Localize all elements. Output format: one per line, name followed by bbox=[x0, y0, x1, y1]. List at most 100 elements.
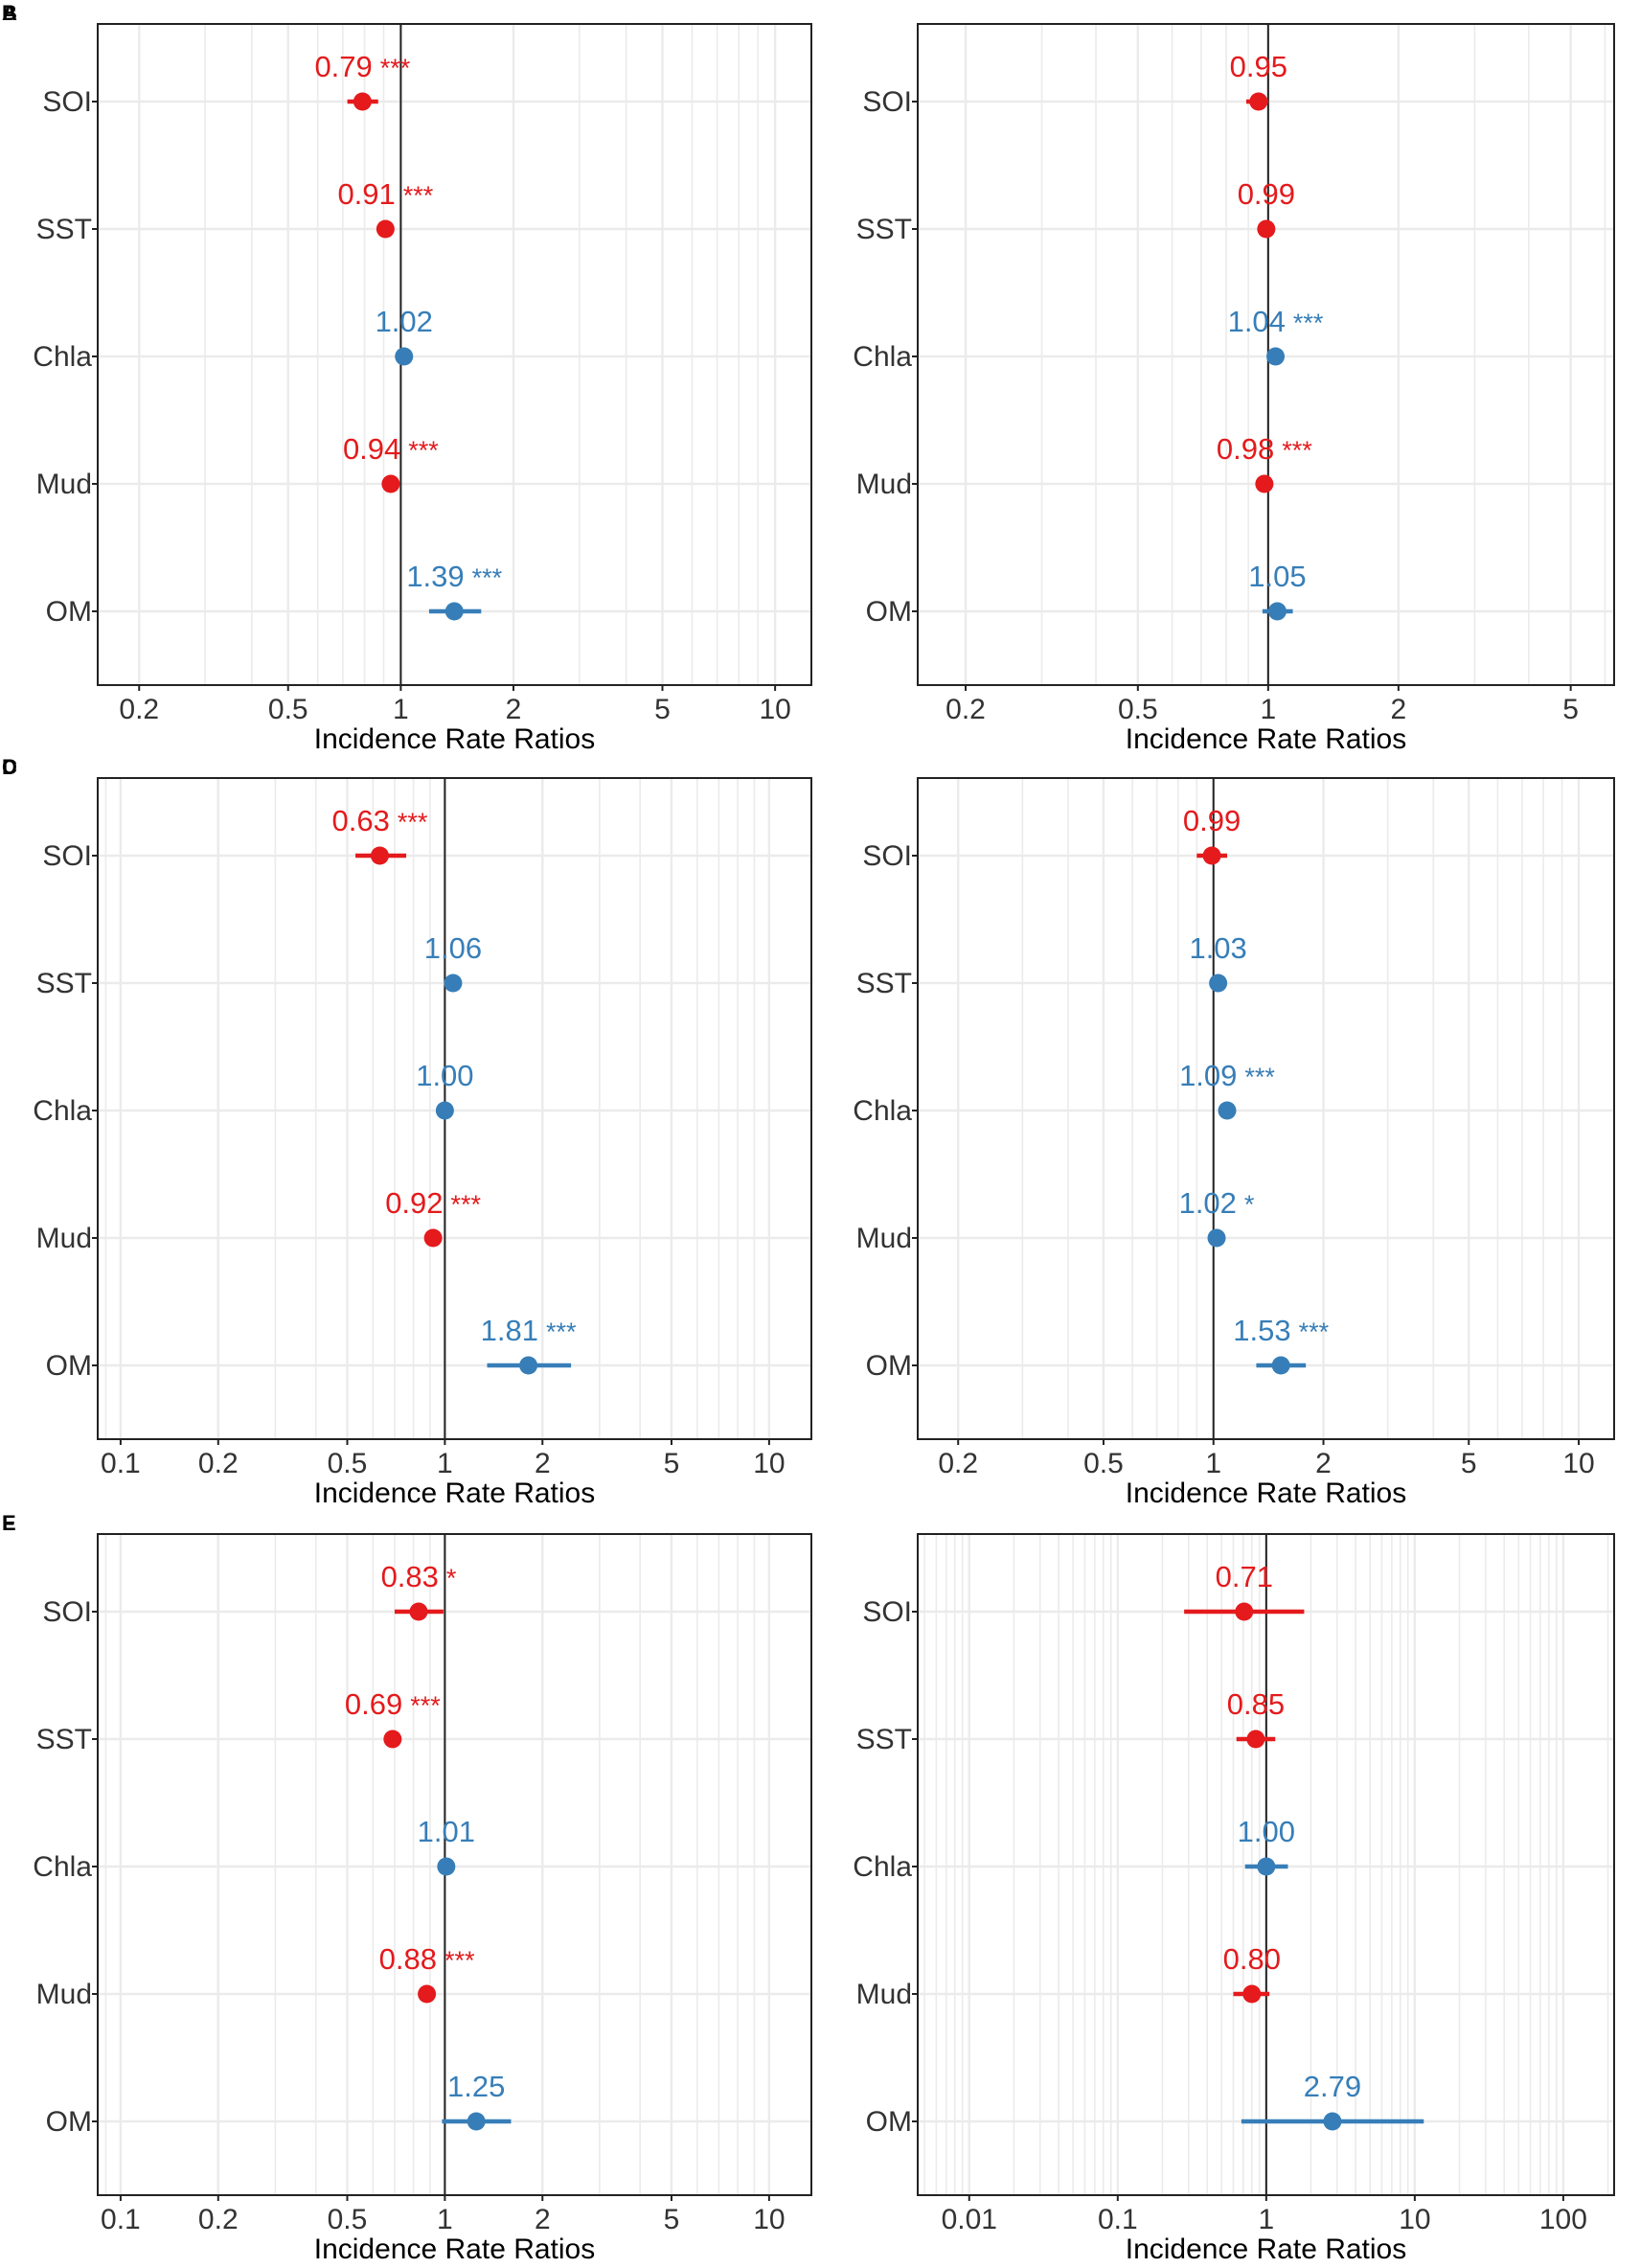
estimate-value: 1.02 bbox=[1179, 1186, 1237, 1220]
estimate-label: 0.85 bbox=[1227, 1687, 1285, 1721]
panel-frame bbox=[97, 1533, 812, 2196]
estimate-value: 0.98 bbox=[1217, 432, 1274, 466]
y-tick-label: Mud bbox=[856, 469, 912, 500]
estimate-value: 0.99 bbox=[1238, 177, 1295, 211]
panel-e: E SOI SST Chla Mud OM 0.1 0.2 0.5 1 2 5 10 Incidence … bbox=[2, 1511, 812, 2265]
x-tick-label: 0.5 bbox=[328, 1448, 368, 1479]
estimate-value: 2.79 bbox=[1304, 2070, 1361, 2103]
estimate-point bbox=[381, 474, 400, 493]
x-tick-label: 100 bbox=[1539, 2204, 1587, 2235]
x-axis-title: Incidence Rate Ratios bbox=[1126, 723, 1407, 755]
significance-stars: *** bbox=[546, 1317, 577, 1346]
x-tick-label: 1 bbox=[393, 694, 409, 725]
y-tick-label: SOI bbox=[862, 1596, 912, 1628]
x-tick-label: 1 bbox=[437, 1448, 453, 1479]
estimate-value: 0.99 bbox=[1183, 804, 1241, 837]
panel-label: E bbox=[2, 1511, 16, 1535]
estimate-point bbox=[395, 347, 414, 366]
estimate-point bbox=[1209, 974, 1228, 993]
panel-b: B SOI SST Chla Mud OM 0.2 0.5 1 2 5 Incidence Rate … bbox=[2, 1, 1615, 755]
y-tick-label: SST bbox=[856, 1724, 912, 1755]
estimate-label: 0.99 bbox=[1183, 804, 1241, 837]
estimate-point bbox=[435, 1101, 454, 1120]
estimate-label: 0.83 * bbox=[381, 1560, 457, 1593]
estimate-point bbox=[1242, 1984, 1262, 2004]
estimate-label: 0.71 bbox=[1216, 1560, 1273, 1593]
panel-label: C bbox=[2, 755, 17, 779]
y-tick-label: Chla bbox=[853, 1851, 912, 1883]
estimate-point bbox=[1257, 219, 1276, 239]
x-tick-label: 0.1 bbox=[101, 1448, 141, 1479]
significance-stars: *** bbox=[451, 1190, 482, 1219]
significance-stars: *** bbox=[1244, 1063, 1275, 1091]
estimate-value: 1.00 bbox=[1238, 1815, 1295, 1848]
y-tick-label: Chla bbox=[853, 1095, 912, 1127]
estimate-value: 1.06 bbox=[424, 931, 482, 965]
panel-label: A bbox=[2, 1, 17, 25]
y-tick-label: SOI bbox=[42, 86, 92, 118]
estimate-value: 1.81 bbox=[481, 1314, 538, 1347]
x-tick-label: 5 bbox=[1461, 1448, 1477, 1479]
significance-stars: *** bbox=[444, 1946, 475, 1975]
estimate-label: 1.25 bbox=[447, 2070, 505, 2103]
x-tick-label: 5 bbox=[654, 694, 671, 725]
estimate-value: 0.85 bbox=[1227, 1687, 1285, 1721]
estimate-value: 1.01 bbox=[418, 1815, 475, 1848]
y-tick-label: Chla bbox=[33, 341, 92, 373]
x-tick-label: 0.01 bbox=[942, 2204, 997, 2235]
estimate-label: 0.88 *** bbox=[379, 1942, 475, 1976]
estimate-point bbox=[1271, 1356, 1290, 1375]
estimate-point bbox=[519, 1356, 538, 1375]
x-tick-label: 5 bbox=[1562, 694, 1579, 725]
x-axis-title: Incidence Rate Ratios bbox=[314, 1478, 596, 1509]
x-tick-label: 2 bbox=[1315, 1448, 1332, 1479]
y-tick-label: OM bbox=[46, 1350, 92, 1382]
y-tick-label: Mud bbox=[856, 1223, 912, 1254]
x-tick-label: 0.1 bbox=[1098, 2204, 1138, 2235]
y-tick-label: SOI bbox=[42, 1596, 92, 1628]
x-tick-label: 0.5 bbox=[268, 694, 308, 725]
significance-stars: * bbox=[446, 1564, 457, 1592]
estimate-point bbox=[383, 1730, 402, 1749]
estimate-value: 1.25 bbox=[447, 2070, 505, 2103]
estimate-label: 1.01 bbox=[418, 1815, 475, 1848]
significance-stars: * bbox=[1244, 1190, 1255, 1219]
panel-a: A SOI SST Chla Mud OM 0.2 0.5 1 2 5 10 Incidence Rat… bbox=[2, 1, 812, 755]
estimate-label: 1.81 *** bbox=[481, 1314, 577, 1347]
x-tick-label: 0.2 bbox=[119, 694, 159, 725]
significance-stars: *** bbox=[403, 181, 434, 210]
estimate-value: 0.95 bbox=[1230, 50, 1287, 83]
estimate-value: 0.91 bbox=[337, 177, 395, 211]
y-tick-label: Mud bbox=[36, 1979, 92, 2010]
y-tick-label: SOI bbox=[42, 840, 92, 872]
estimate-value: 0.83 bbox=[381, 1560, 439, 1593]
y-tick-label: OM bbox=[46, 596, 92, 628]
x-tick-label: 10 bbox=[759, 694, 790, 725]
x-tick-label: 0.2 bbox=[198, 1448, 239, 1479]
estimate-point bbox=[1249, 92, 1268, 111]
y-tick-label: SOI bbox=[862, 840, 912, 872]
estimate-value: 1.09 bbox=[1179, 1059, 1237, 1092]
panel-f: F SOI SST Chla Mud OM 0.01 0.1 1 10 100 Incidence R… bbox=[2, 1511, 1615, 2265]
x-axis-title: Incidence Rate Ratios bbox=[314, 723, 596, 755]
y-tick-label: SST bbox=[36, 968, 92, 999]
estimate-point bbox=[423, 1228, 443, 1248]
significance-stars: *** bbox=[380, 54, 411, 82]
x-axis-title: Incidence Rate Ratios bbox=[1126, 2234, 1407, 2265]
estimate-label: 2.79 bbox=[1304, 2070, 1361, 2103]
estimate-value: 0.79 bbox=[314, 50, 372, 83]
estimate-value: 0.92 bbox=[385, 1186, 443, 1220]
x-axis-title: Incidence Rate Ratios bbox=[314, 2234, 596, 2265]
panel-label: F bbox=[2, 1511, 14, 1535]
x-tick-label: 5 bbox=[664, 2204, 680, 2235]
significance-stars: *** bbox=[1293, 309, 1324, 337]
estimate-value: 0.88 bbox=[379, 1942, 437, 1976]
x-tick-label: 10 bbox=[753, 1448, 785, 1479]
significance-stars: *** bbox=[472, 563, 503, 592]
estimate-point bbox=[1267, 602, 1287, 621]
estimate-value: 1.04 bbox=[1228, 305, 1286, 338]
estimate-label: 1.39 *** bbox=[406, 560, 502, 593]
estimate-point bbox=[376, 219, 395, 239]
x-tick-label: 1 bbox=[1205, 1448, 1221, 1479]
